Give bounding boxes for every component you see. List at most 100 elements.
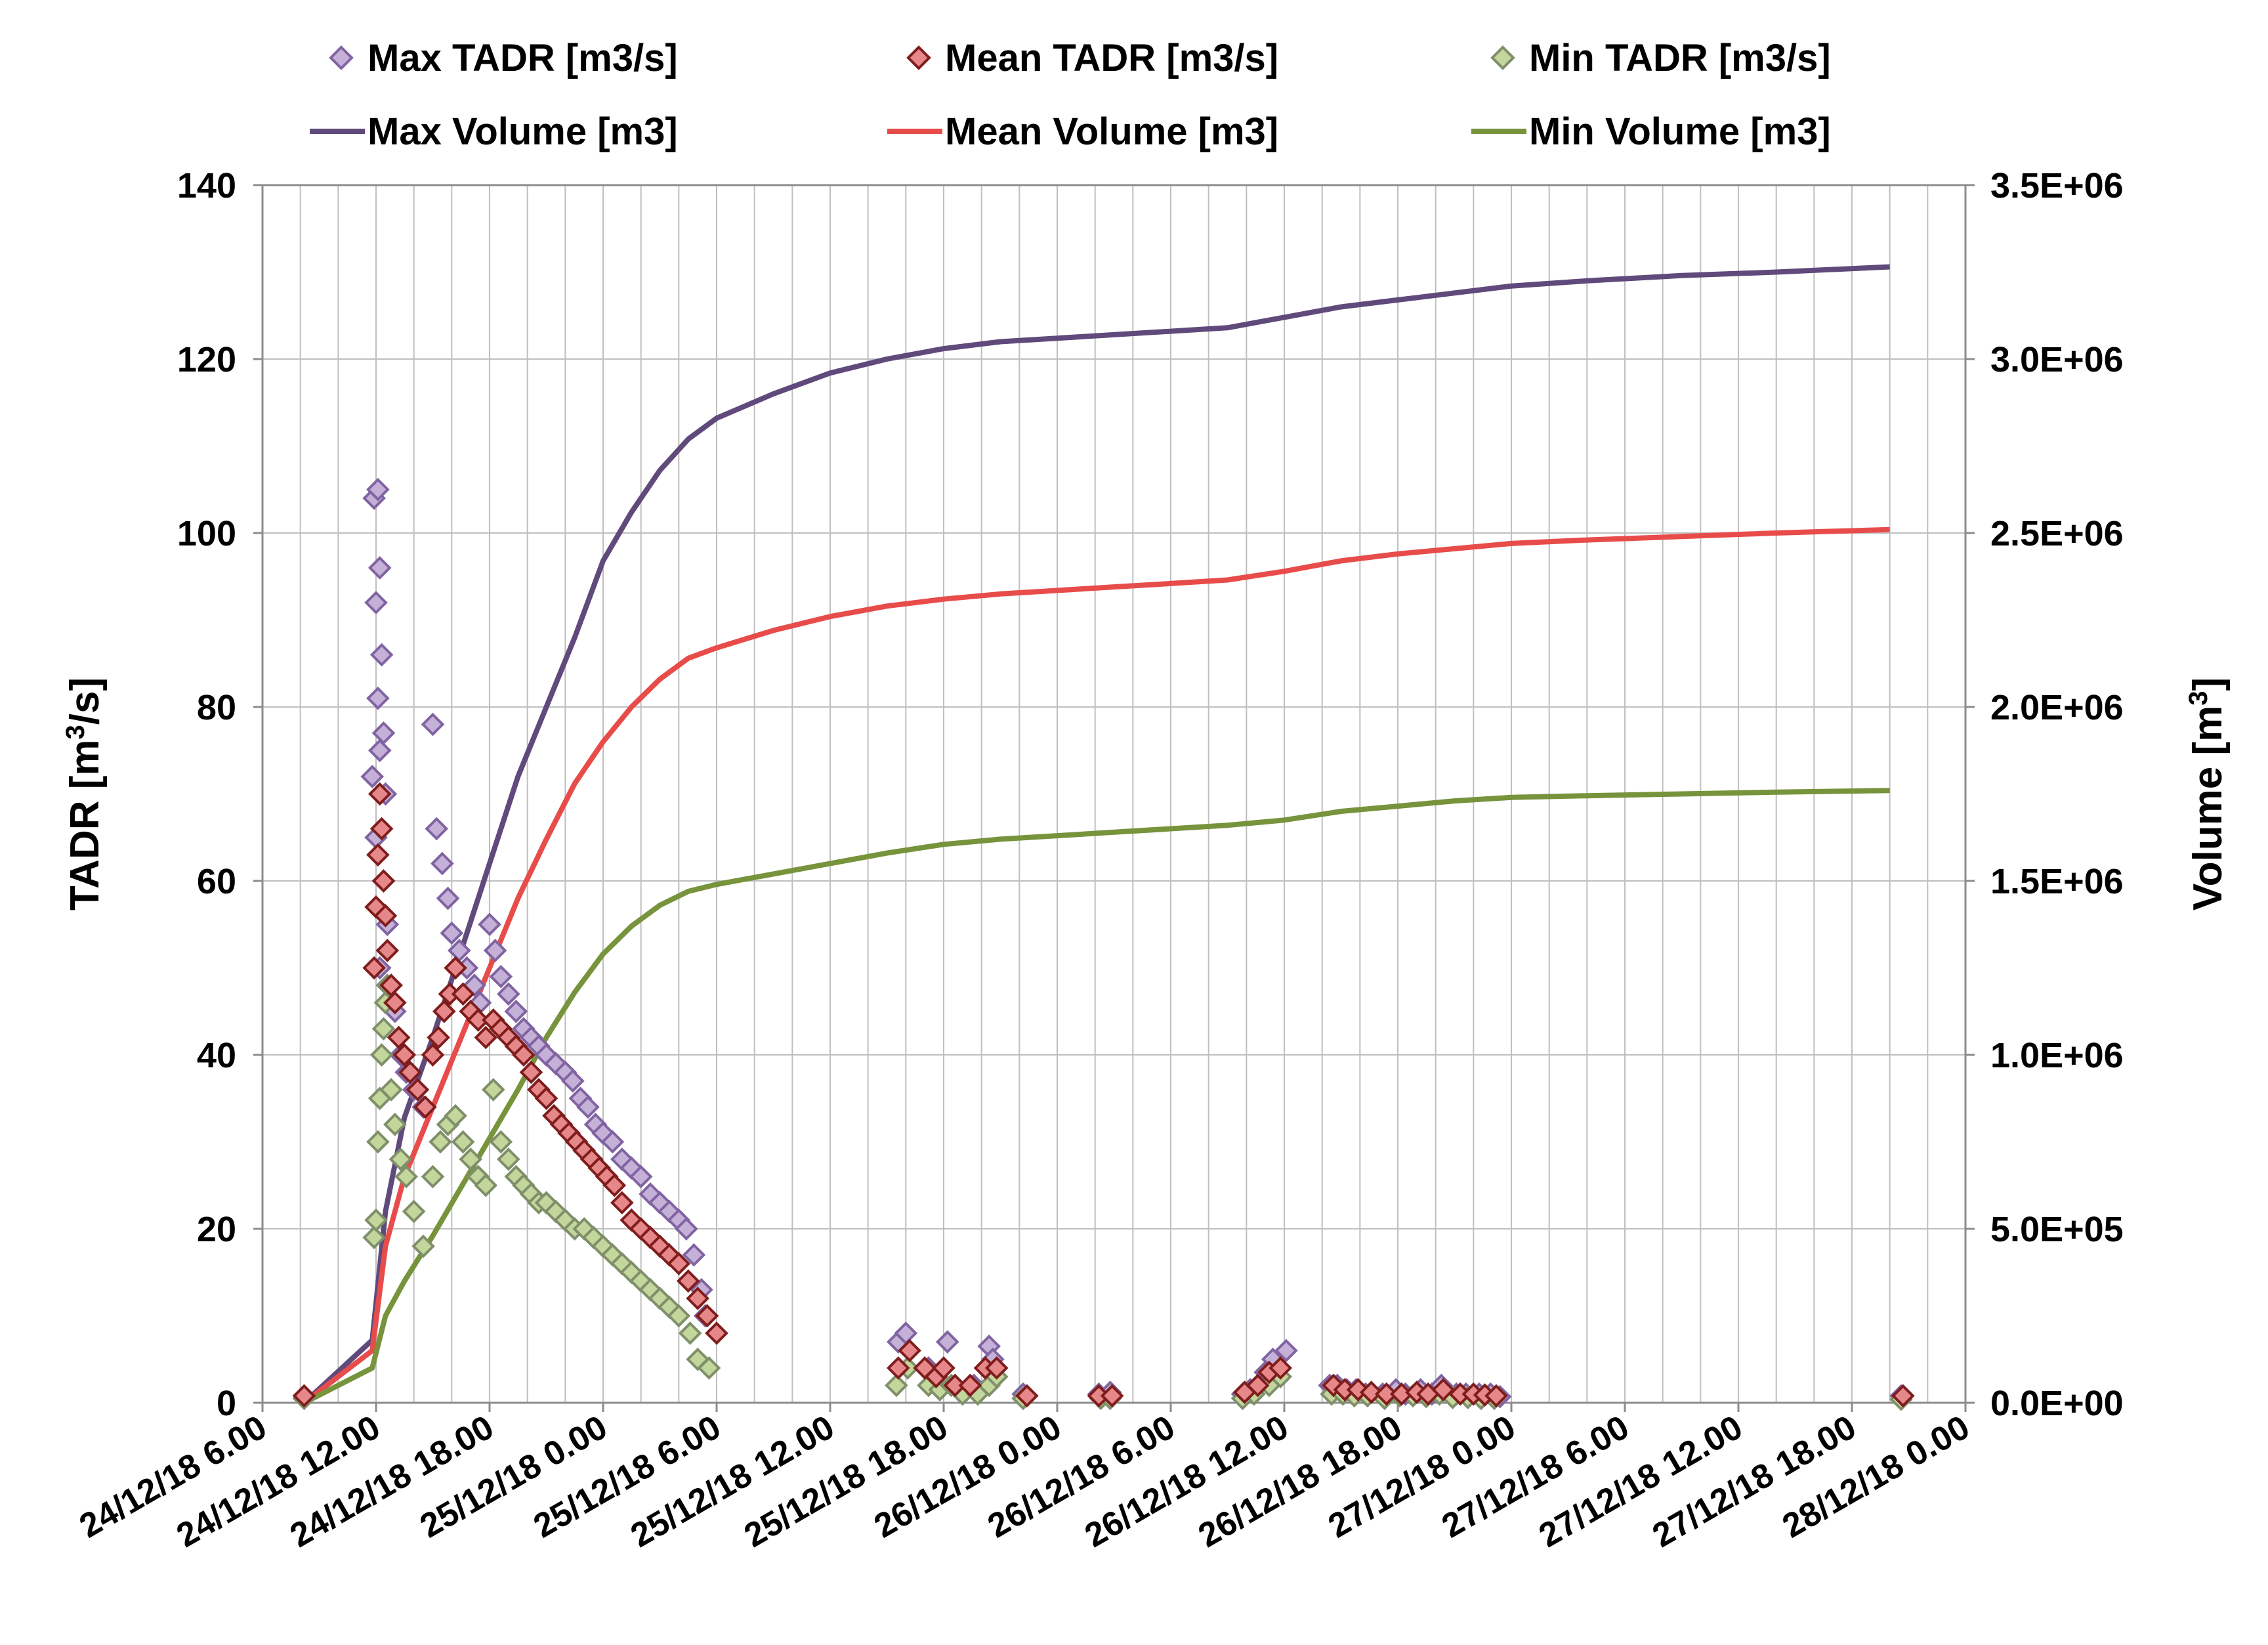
tadr-marker (682, 1243, 706, 1267)
tadr-marker (610, 1191, 634, 1215)
y-left-axis-title: TADR [m3/s] (61, 677, 108, 910)
tadr-marker (695, 1304, 719, 1328)
tadr-marker (388, 1147, 413, 1171)
tadr-marker (885, 1373, 908, 1398)
y-right-tick-label: 1.0E+06 (1990, 1036, 2124, 1075)
tadr-marker (379, 1078, 403, 1101)
tadr-marker (602, 1173, 627, 1197)
tadr-marker (534, 1086, 558, 1111)
tadr-marker (362, 1226, 386, 1250)
tadr-marker (1359, 1380, 1383, 1404)
tadr-marker (943, 1373, 967, 1398)
y-left-tick-label: 80 (197, 688, 236, 727)
tadr-marker (364, 1208, 388, 1232)
volume-line (302, 264, 1890, 1405)
x-tick-label: 25/12/18 0.00 (414, 1408, 614, 1545)
tadr-marker (364, 591, 388, 614)
tadr-marker (1484, 1384, 1508, 1408)
tadr-marker (444, 1103, 467, 1128)
tadr-marker (512, 1043, 536, 1067)
y-left-tick-label: 20 (197, 1210, 236, 1249)
tadr-marker (576, 1095, 600, 1119)
tadr-marker (398, 1060, 422, 1084)
tadr-marker (371, 721, 396, 745)
tadr-marker (1274, 1338, 1298, 1363)
tadr-marker (497, 1147, 520, 1171)
tadr-marker (430, 851, 454, 876)
tadr-marker (667, 1252, 691, 1275)
tadr-marker (369, 817, 394, 841)
tadr-marker (935, 1330, 959, 1354)
volume-line (302, 526, 1890, 1405)
tadr-marker (394, 1164, 418, 1189)
tadr-marker (466, 1008, 490, 1032)
tadr-marker (678, 1321, 702, 1345)
tadr-marker (429, 1130, 452, 1154)
tadr-marker (932, 1356, 956, 1380)
tadr-marker (1100, 1384, 1124, 1408)
tadr-marker (369, 643, 394, 667)
tadr-marker (368, 556, 392, 580)
y-right-tick-label: 2.0E+06 (1990, 688, 2124, 727)
tadr-marker (474, 1025, 498, 1050)
tadr-marker (425, 817, 449, 841)
tadr-marker (427, 1025, 450, 1050)
tadr-marker (421, 712, 445, 737)
legend: Max TADR [m3/s] Mean TADR [m3/s] Min TADR … (310, 37, 1831, 153)
tadr-marker (366, 477, 390, 502)
tadr-marker (440, 921, 464, 945)
tadr-marker (366, 1130, 390, 1154)
y-left-tick-label: 140 (177, 166, 236, 205)
tadr-marker (451, 1130, 475, 1154)
tadr-marker (369, 1043, 394, 1067)
legend-label: Min Volume [m3] (1529, 110, 1831, 153)
tadr-marker (444, 956, 467, 980)
tadr-marker (1015, 1384, 1039, 1408)
tadr-marker (489, 964, 513, 989)
tadr-marker (686, 1287, 709, 1310)
tadr-marker (497, 982, 520, 1006)
y-right-axis-title: Volume [m3] (2184, 677, 2231, 910)
x-tick-label: 28/12/18 0.00 (1776, 1408, 1976, 1545)
tadr-marker (421, 1164, 445, 1189)
legend-label: Mean Volume [m3] (945, 110, 1278, 153)
y-right-tick-label: 3.5E+06 (1990, 166, 2124, 205)
tadr-marker (411, 1234, 435, 1258)
y-right-tick-label: 2.5E+06 (1990, 514, 2124, 553)
tadr-marker (489, 1130, 513, 1154)
tadr-marker (402, 1199, 426, 1224)
tadr-marker (898, 1338, 921, 1363)
tadr-marker (1374, 1382, 1398, 1406)
y-left-tick-label: 60 (197, 862, 236, 901)
tadr-marker (373, 904, 398, 928)
tadr-marker (667, 1304, 691, 1328)
tadr-marker (371, 869, 396, 893)
tadr-marker (1246, 1373, 1270, 1398)
tadr-marker (478, 912, 501, 937)
tadr-marker (459, 1147, 482, 1171)
tadr-marker (292, 1384, 316, 1408)
tadr-marker (519, 1060, 543, 1084)
tadr-marker (360, 765, 385, 788)
y-right-tick-label: 1.5E+06 (1990, 862, 2124, 901)
y-right-tick-label: 0.0E+00 (1990, 1384, 2124, 1423)
y-right-tick-label: 5.0E+05 (1990, 1210, 2124, 1249)
tadr-marker (1891, 1384, 1915, 1408)
tadr-marker (366, 843, 390, 867)
tadr-markers (292, 477, 1915, 1411)
tadr-marker (368, 738, 392, 763)
legend-marker (329, 45, 354, 70)
legend-marker (1490, 45, 1515, 70)
tadr-marker (436, 886, 460, 910)
x-tick-label: 27/12/18 0.00 (1322, 1408, 1522, 1545)
tadr-marker (676, 1269, 700, 1293)
tadr-marker (371, 1017, 396, 1041)
tadr-marker (406, 1078, 430, 1101)
tadr-marker (368, 782, 392, 806)
legend-label: Max TADR [m3/s] (368, 37, 678, 79)
tadr-marker (600, 1130, 625, 1154)
y-left-tick-label: 100 (177, 514, 236, 553)
y-left-tick-label: 0 (217, 1384, 236, 1423)
